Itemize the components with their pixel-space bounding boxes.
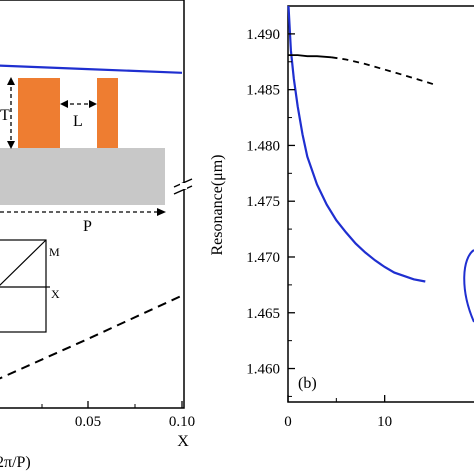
y-tick-label: 1.475 (246, 194, 280, 210)
x-tick-label: 0 (284, 414, 292, 430)
y-tick-label: 1.470 (246, 250, 280, 266)
symmetry-point-m: M (49, 245, 60, 259)
panel-b-blue-curve (287, 5, 426, 283)
substrate (0, 148, 165, 205)
period-label: P (83, 218, 92, 235)
panel-b-black-curve (288, 54, 332, 59)
panel-a-frame (0, 0, 185, 409)
ridge-left (18, 78, 60, 148)
panel-b-x-ticks: 0 10 (284, 395, 392, 430)
symmetry-point-x: X (51, 287, 60, 301)
panel-a-dashed-curve (0, 294, 183, 380)
panel-a-solid-curve (0, 64, 183, 74)
gap-label: L (73, 113, 83, 130)
panel-a-curves (0, 64, 183, 380)
resonance-loop (463, 249, 474, 323)
thickness-label: T (0, 107, 10, 124)
panel-a-x-ticks: 0.05 0.10 (41, 401, 195, 430)
inset-structure: T L P (0, 77, 166, 235)
ridge-right (97, 78, 118, 148)
panel-a-x-axis-label: 2π/P) (0, 454, 31, 471)
x-tick-label: 0.05 (75, 414, 101, 430)
x-tick-label: 10 (377, 414, 392, 430)
y-axis-label: Resonance(μm) (209, 155, 226, 256)
y-tick-label: 1.490 (246, 27, 280, 43)
panel-b-curves (287, 5, 434, 283)
y-tick-label: 1.460 (246, 362, 280, 378)
panel-b-frame (287, 5, 474, 403)
panel-a-x-suffix: X (177, 433, 189, 450)
panel-b-y-ticks: 1.490 1.485 1.480 1.475 1.470 1.465 1.460 (246, 27, 295, 397)
panel-b-dashed-curve (331, 56, 434, 85)
panel-a: T L P M X 0.05 0.10 (0, 0, 195, 471)
axis-break-mark (173, 178, 193, 195)
y-tick-label: 1.480 (246, 138, 280, 154)
x-tick-label: 0.10 (169, 414, 195, 430)
inset-band-diagram: M X (0, 239, 60, 333)
y-tick-label: 1.485 (246, 83, 280, 99)
y-tick-label: 1.465 (246, 306, 280, 322)
panel-label: (b) (298, 375, 317, 392)
